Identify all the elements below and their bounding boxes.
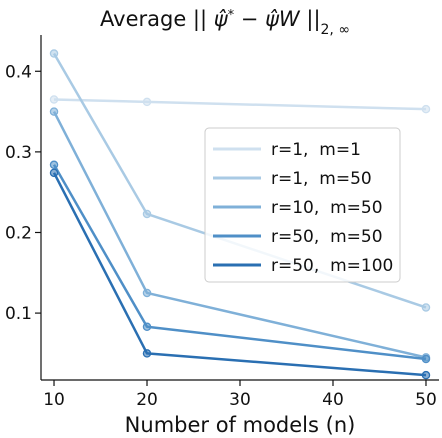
- title-prefix: Average ||: [100, 7, 214, 32]
- legend-label: r=10, m=50: [271, 198, 383, 218]
- legend-label: r=1, m=1: [271, 140, 361, 160]
- data-point: [49, 160, 59, 170]
- data-point: [421, 104, 431, 114]
- series-group: [49, 168, 431, 380]
- legend-label: r=50, m=50: [271, 227, 383, 247]
- data-point: [49, 49, 59, 58]
- legend-frame: [204, 127, 401, 283]
- title-w: W: [279, 7, 301, 31]
- x-tick-label: 50: [415, 390, 437, 410]
- data-point: [49, 168, 59, 178]
- y-tick-label: 0.2: [5, 223, 32, 243]
- legend-label: r=1, m=50: [271, 169, 372, 189]
- y-axis-ticks: 0.1 0.2 0.3 0.4: [5, 62, 41, 324]
- y-tick-label: 0.4: [5, 62, 32, 82]
- data-point: [421, 370, 431, 380]
- data-point: [142, 97, 152, 107]
- data-point: [142, 322, 152, 332]
- y-tick-label: 0.3: [5, 143, 32, 163]
- data-point: [49, 107, 59, 116]
- x-tick-label: 10: [43, 390, 65, 410]
- svg-text:Average || ψ̂* − ψ̂W ||2, ∞: Average || ψ̂* − ψ̂W ||2, ∞: [100, 7, 350, 38]
- y-tick-label: 0.1: [5, 304, 32, 324]
- title-subscript: 2, ∞: [321, 22, 350, 38]
- x-tick-label: 40: [322, 390, 344, 410]
- data-point: [142, 209, 152, 219]
- title-suffix: ||: [300, 7, 321, 32]
- title-psi-hat: ψ̂: [265, 7, 280, 31]
- data-point: [49, 95, 59, 104]
- title-minus: −: [234, 7, 265, 31]
- x-tick-label: 20: [136, 390, 158, 410]
- data-point: [142, 288, 152, 298]
- data-point: [421, 354, 431, 364]
- title-psi-hat-star: ψ̂: [214, 7, 229, 31]
- data-point: [421, 303, 431, 312]
- data-point: [142, 349, 152, 358]
- series-line: [53, 98, 427, 111]
- legend-label: r=50, m=100: [271, 256, 393, 276]
- title: Average || ψ̂* − ψ̂W ||2, ∞: [100, 7, 350, 38]
- legend: r=1, m=1 r=1, m=50 r=10, m=50 r=50, m=50 r=5…: [204, 127, 401, 283]
- x-tick-label: 30: [229, 390, 251, 410]
- x-axis-label: Number of models (n): [125, 413, 356, 437]
- title-star: *: [228, 8, 235, 23]
- series-group: [49, 95, 431, 114]
- x-axis-ticks: 10 20 30 40 50: [43, 380, 437, 410]
- series-group: [49, 160, 431, 364]
